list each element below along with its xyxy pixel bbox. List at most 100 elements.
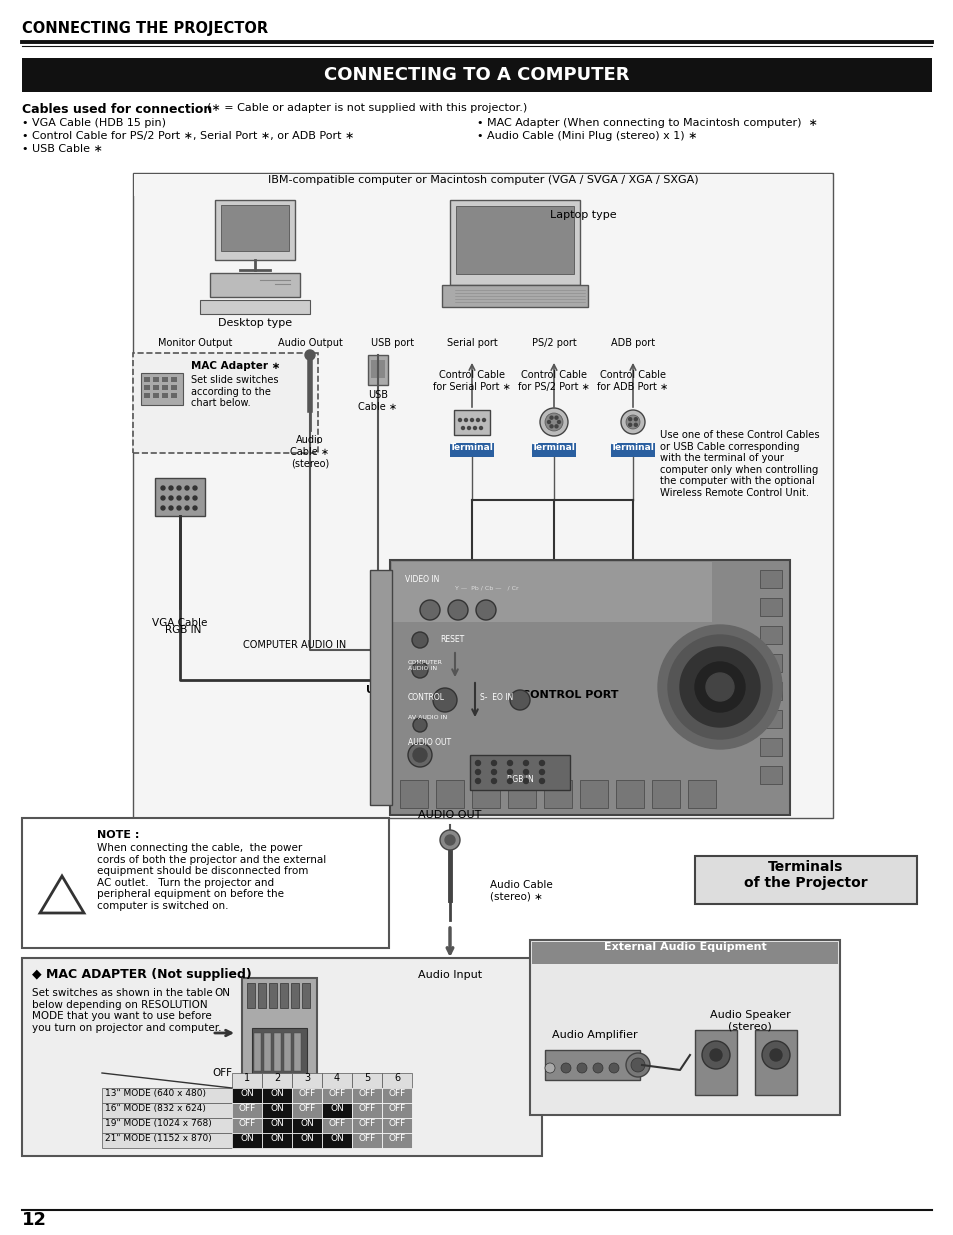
Text: 13" MODE (640 x 480): 13" MODE (640 x 480) [105, 1089, 206, 1098]
Circle shape [433, 688, 456, 713]
Text: OFF: OFF [358, 1119, 375, 1128]
Text: OFF: OFF [298, 1089, 315, 1098]
Bar [322, 1118, 352, 1132]
Bar [171, 393, 177, 398]
Text: IBM-compatible computer or Macintosh computer (VGA / SVGA / XGA / SXGA): IBM-compatible computer or Macintosh com… [268, 175, 698, 185]
Bar [274, 1032, 281, 1071]
Text: ON: ON [240, 1134, 253, 1144]
Circle shape [169, 496, 172, 500]
Circle shape [476, 600, 496, 620]
Text: Terminal: Terminal [611, 443, 655, 452]
Text: Terminals
of the Projector: Terminals of the Projector [743, 860, 867, 890]
Text: NOTE :: NOTE : [97, 830, 139, 840]
Text: ON: ON [330, 1134, 343, 1144]
Text: PS/2 port: PS/2 port [531, 338, 576, 348]
Bar [322, 1132, 352, 1149]
Circle shape [701, 1041, 729, 1070]
Bar [171, 377, 177, 382]
Circle shape [476, 419, 479, 421]
Text: Cables used for connection: Cables used for connection [22, 103, 212, 116]
Bar [441, 285, 587, 308]
Bar [760, 682, 781, 700]
Bar [760, 766, 781, 784]
Circle shape [507, 761, 512, 766]
Bar [269, 983, 276, 1008]
Text: Audio Amplifier: Audio Amplifier [552, 1030, 638, 1040]
Bar [532, 942, 837, 965]
Text: MAC Adapter ∗: MAC Adapter ∗ [191, 361, 280, 370]
Bar [302, 983, 310, 1008]
Text: Laptop type: Laptop type [550, 210, 616, 220]
Bar [292, 1088, 322, 1103]
Bar [543, 781, 572, 808]
Bar [232, 1103, 262, 1118]
Circle shape [705, 673, 733, 701]
Text: 19" MODE (1024 x 768): 19" MODE (1024 x 768) [105, 1119, 212, 1128]
Bar [144, 393, 150, 398]
Text: CONTROL PORT: CONTROL PORT [521, 690, 618, 700]
Circle shape [539, 761, 544, 766]
Bar [450, 200, 579, 285]
Bar [262, 1118, 292, 1132]
Text: • USB Cable ∗: • USB Cable ∗ [22, 144, 103, 154]
Text: OFF: OFF [388, 1104, 405, 1113]
Bar [232, 1088, 262, 1103]
Circle shape [419, 600, 439, 620]
Circle shape [413, 718, 427, 732]
Text: Audio
Cable ∗
(stereo): Audio Cable ∗ (stereo) [291, 435, 329, 468]
Circle shape [475, 761, 480, 766]
Bar [760, 655, 781, 672]
Bar [22, 958, 541, 1156]
Circle shape [475, 778, 480, 783]
Circle shape [185, 506, 189, 510]
Circle shape [695, 662, 744, 713]
Text: OFF: OFF [328, 1089, 345, 1098]
Circle shape [193, 506, 196, 510]
Circle shape [709, 1049, 721, 1061]
Text: OFF: OFF [298, 1104, 315, 1113]
Circle shape [555, 416, 558, 419]
Text: USB: USB [366, 685, 390, 695]
Circle shape [479, 426, 482, 430]
Bar [579, 781, 607, 808]
Circle shape [412, 662, 428, 678]
Bar [507, 781, 536, 808]
Bar [352, 1118, 381, 1132]
Text: USB
Cable ∗: USB Cable ∗ [358, 390, 397, 411]
Text: AUDIO OUT: AUDIO OUT [417, 810, 481, 820]
Bar [102, 1118, 232, 1132]
Circle shape [161, 496, 165, 500]
Text: OFF: OFF [238, 1104, 255, 1113]
Bar [210, 273, 299, 296]
Circle shape [608, 1063, 618, 1073]
Text: ON: ON [300, 1134, 314, 1144]
Text: ON: ON [330, 1104, 343, 1113]
Circle shape [439, 830, 459, 850]
Circle shape [510, 690, 530, 710]
Circle shape [507, 778, 512, 783]
Text: ON: ON [270, 1134, 284, 1144]
Bar [162, 385, 168, 390]
Text: Set slide switches
according to the
chart below.: Set slide switches according to the char… [191, 375, 278, 409]
Text: Monitor Output: Monitor Output [157, 338, 232, 348]
Circle shape [620, 410, 644, 433]
Circle shape [467, 426, 470, 430]
Text: AUDIO OUT: AUDIO OUT [408, 739, 451, 747]
Bar [616, 781, 643, 808]
Bar [687, 781, 716, 808]
Circle shape [444, 835, 455, 845]
Bar [760, 598, 781, 616]
Circle shape [482, 419, 485, 421]
Circle shape [491, 769, 496, 774]
Text: AV AUDIO IN: AV AUDIO IN [408, 715, 447, 720]
Bar [544, 1050, 639, 1079]
Bar [144, 385, 150, 390]
Text: 4: 4 [334, 1073, 339, 1083]
Bar [262, 1073, 292, 1088]
Text: ON: ON [270, 1089, 284, 1098]
Circle shape [550, 416, 553, 419]
Circle shape [539, 769, 544, 774]
Circle shape [169, 506, 172, 510]
Circle shape [185, 487, 189, 490]
Text: COMPUTER
AUDIO IN: COMPUTER AUDIO IN [408, 659, 442, 671]
